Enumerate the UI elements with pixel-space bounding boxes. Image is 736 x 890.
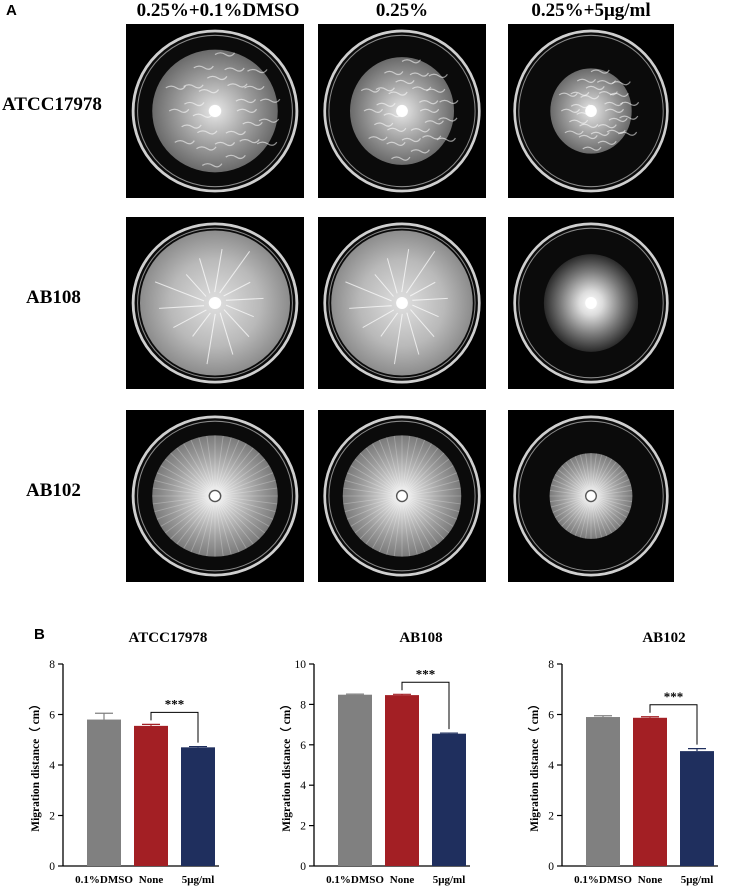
chart-title: AB108 <box>399 630 442 646</box>
dish-inner-rim <box>137 34 293 188</box>
y-tick-label: 8 <box>548 659 554 671</box>
x-tick-label: None <box>390 874 415 886</box>
column-header-dmso: 0.25%+0.1%DMSO <box>136 0 300 21</box>
x-tick-label: None <box>139 874 164 886</box>
dish-inner-rim <box>518 420 664 572</box>
significance-label: *** <box>165 696 185 711</box>
y-tick-label: 4 <box>548 760 554 772</box>
plate-atcc17978-5ugml <box>508 24 674 198</box>
bar-2 <box>432 733 466 866</box>
y-axis-label: Migration distance（ cm） <box>279 698 293 832</box>
row-header-atcc17978: ATCC17978 <box>2 94 102 115</box>
y-tick-label: 2 <box>548 811 554 823</box>
y-tick-label: 0 <box>300 861 306 873</box>
chart-title: ATCC17978 <box>129 630 208 646</box>
x-tick-label: 0.1%DMSO <box>326 874 384 886</box>
x-tick-label: 0.1%DMSO <box>574 874 632 886</box>
x-tick-label: 0.1%DMSO <box>75 874 133 886</box>
column-header-025: 0.25% <box>375 0 429 21</box>
plate-ab102-dmso <box>126 410 304 582</box>
significance-bracket <box>401 681 450 730</box>
plate-ab108-5ugml <box>508 217 674 389</box>
chart-1: AB108 Migration distance（ cm） 0 2 4 6 8 10 0.1%D… <box>279 630 470 886</box>
inoculation-point <box>396 296 408 310</box>
y-tick-label: 6 <box>548 710 554 722</box>
panel-a-label: A <box>6 2 17 19</box>
significance-label: *** <box>664 689 684 704</box>
y-tick-label: 2 <box>49 811 55 823</box>
y-axis-label: Migration distance（ cm） <box>28 698 42 832</box>
plate-ab108-dmso <box>126 217 304 389</box>
y-tick-label: 4 <box>49 760 55 772</box>
dish-inner-rim <box>137 227 293 379</box>
dish-inner-rim <box>328 34 476 188</box>
bar-1 <box>633 717 667 866</box>
bar-0 <box>586 717 620 866</box>
bar-0 <box>87 719 121 866</box>
plate-ab102-025 <box>318 410 486 582</box>
y-axis-label: Migration distance（ cm） <box>527 698 541 832</box>
y-tick-label: 2 <box>300 821 306 833</box>
bar-charts: ATCC17978 Migration distance（ cm） 0 2 4 6 8 0.1… <box>28 630 718 886</box>
x-tick-label: 5μg/ml <box>182 874 215 886</box>
y-tick-label: 8 <box>300 699 306 711</box>
inoculation-point <box>208 104 222 118</box>
plate-ab102-5ugml <box>508 410 674 582</box>
inoculation-point <box>208 296 222 310</box>
dish-inner-rim <box>518 34 664 188</box>
row-header-ab108: AB108 <box>26 287 81 308</box>
bar-1 <box>385 695 419 866</box>
y-tick-label: 0 <box>548 861 554 873</box>
column-header-5ugml: 0.25%+5μg/ml <box>531 0 651 21</box>
inoculation-point <box>396 104 408 118</box>
plate-atcc17978-dmso <box>126 24 304 198</box>
x-tick-label: None <box>638 874 663 886</box>
bar-2 <box>181 747 215 866</box>
significance-bracket <box>150 711 199 743</box>
chart-0: ATCC17978 Migration distance（ cm） 0 2 4 6 8 0.1… <box>28 630 219 886</box>
panel-b-label: B <box>34 626 45 643</box>
dish-inner-rim <box>328 420 476 572</box>
inoculation-point <box>585 104 597 118</box>
y-tick-label: 0 <box>49 861 55 873</box>
y-tick-label: 10 <box>295 659 307 671</box>
dish-inner-rim <box>518 227 664 379</box>
chart-title: AB102 <box>642 630 685 646</box>
plate-atcc17978-025 <box>318 24 486 198</box>
y-tick-label: 4 <box>300 780 306 792</box>
y-tick-label: 6 <box>49 710 55 722</box>
x-tick-label: 5μg/ml <box>681 874 714 886</box>
bar-1 <box>134 725 168 866</box>
bar-2 <box>680 751 714 866</box>
plate-ab108-025 <box>318 217 486 389</box>
y-tick-label: 8 <box>49 659 55 671</box>
dish-inner-rim <box>137 420 293 572</box>
bar-0 <box>338 694 372 866</box>
dish-inner-rim <box>328 227 476 379</box>
inoculation-point <box>585 296 597 310</box>
significance-bracket <box>649 704 698 745</box>
y-tick-label: 6 <box>300 740 306 752</box>
row-header-ab102: AB102 <box>26 480 81 501</box>
x-tick-label: 5μg/ml <box>433 874 466 886</box>
significance-label: *** <box>416 666 436 681</box>
chart-2: AB102 Migration distance（ cm） 0 2 4 6 8 0.1%DMS… <box>527 630 718 886</box>
